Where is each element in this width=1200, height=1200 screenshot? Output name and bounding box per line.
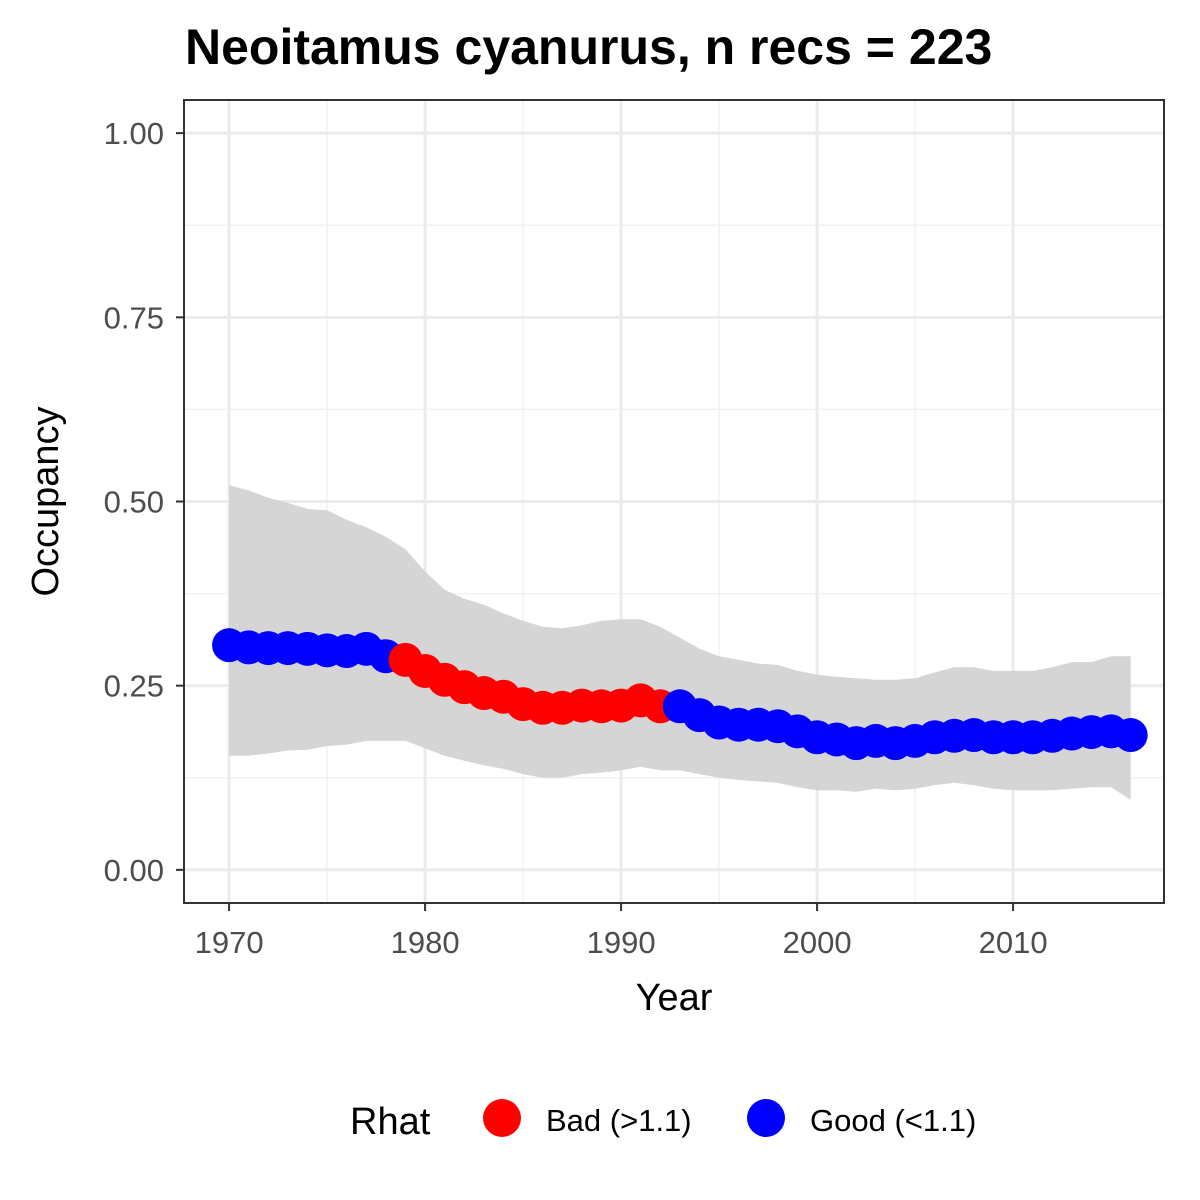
x-axis-title: Year [636,977,713,1019]
confidence-ribbon-layer [229,485,1131,800]
legend: Rhat Bad (>1.1) Good (<1.1) [350,1099,976,1143]
legend-key-good [747,1099,785,1137]
y-axis: 0.00 0.25 0.50 0.75 1.00 [104,116,184,888]
data-point-good [1113,718,1148,753]
x-tick-label: 1990 [587,925,656,960]
data-points-layer [212,628,1148,761]
y-tick-label: 1.00 [104,116,164,151]
y-tick-label: 0.25 [104,669,164,704]
legend-label-bad: Bad (>1.1) [546,1103,692,1138]
y-tick-label: 0.50 [104,485,164,520]
x-tick-label: 1980 [391,925,460,960]
y-tick-label: 0.00 [104,853,164,888]
legend-label-good: Good (<1.1) [810,1103,976,1138]
y-tick-label: 0.75 [104,300,164,335]
x-tick-label: 2000 [783,925,852,960]
y-axis-title: Occupancy [25,406,67,596]
confidence-ribbon [229,485,1131,800]
legend-key-bad [483,1099,521,1137]
x-axis: 1970 1980 1990 2000 2010 [195,903,1048,960]
chart-title: Neoitamus cyanurus, n recs = 223 [185,19,992,75]
legend-title: Rhat [350,1101,431,1143]
x-tick-label: 2010 [979,925,1048,960]
x-tick-label: 1970 [195,925,264,960]
